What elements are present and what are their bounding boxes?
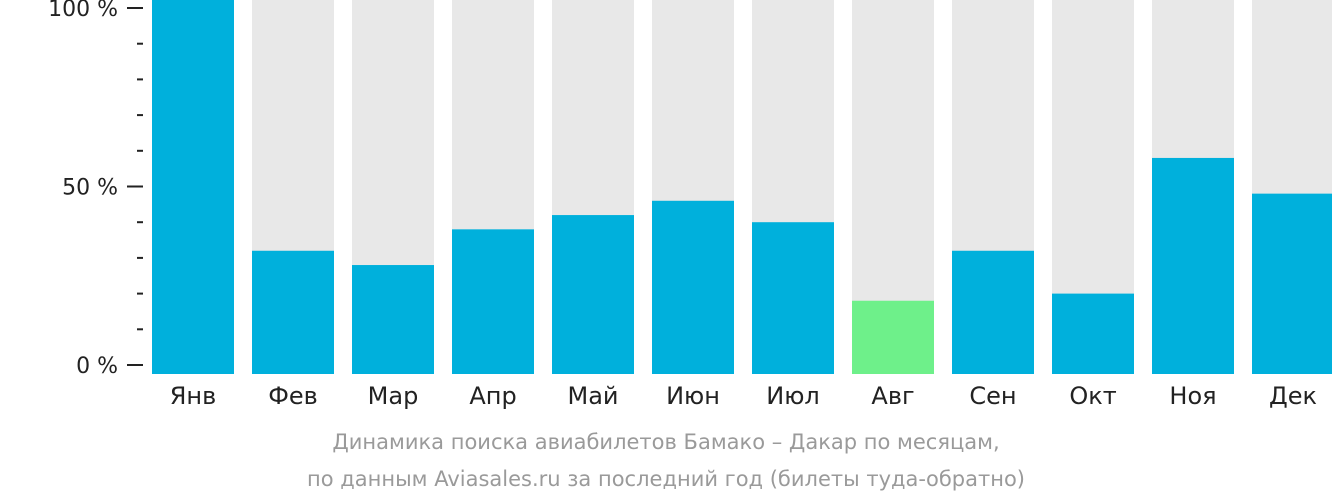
bar-Дек [1252, 193, 1332, 374]
bar-Ноя [1152, 157, 1234, 374]
x-category-label: Сен [969, 382, 1016, 410]
bar-Май [552, 215, 634, 374]
x-category-label: Май [567, 382, 618, 410]
x-category-label: Авг [871, 382, 914, 410]
bar-Сен [952, 250, 1034, 374]
x-category-label: Апр [469, 382, 516, 410]
x-category-label: Окт [1069, 382, 1116, 410]
x-category-label: Июн [666, 382, 720, 410]
y-axis: 100 % 50 % 0 % [48, 0, 143, 379]
bar-Фев [252, 250, 334, 374]
y-tick-label: 100 % [48, 0, 118, 22]
x-category-label: Дек [1269, 382, 1317, 410]
bar-Окт [1052, 293, 1134, 374]
x-category-label: Янв [170, 382, 217, 410]
chart-caption-line-2: по данным Aviasales.ru за последний год … [307, 467, 1025, 491]
x-category-label: Ноя [1169, 382, 1216, 410]
x-category-label: Июл [766, 382, 820, 410]
bar-Июл [752, 222, 834, 374]
bar-Янв [152, 0, 234, 374]
x-category-label: Фев [268, 382, 318, 410]
bars [152, 0, 1332, 374]
bar-Мар [352, 265, 434, 374]
x-axis-labels: Янв Фев Мар Апр Май Июн Июл Авг Сен Окт Ноя Дек [170, 382, 1317, 410]
chart-caption-line-1: Динамика поиска авиабилетов Бамако – Дак… [332, 430, 1000, 454]
bar-Авг [852, 300, 934, 374]
y-tick-label: 50 % [62, 176, 118, 201]
bar-Июн [652, 200, 734, 374]
y-tick-label: 0 % [76, 354, 118, 379]
bar-Апр [452, 229, 534, 374]
x-category-label: Мар [368, 382, 419, 410]
